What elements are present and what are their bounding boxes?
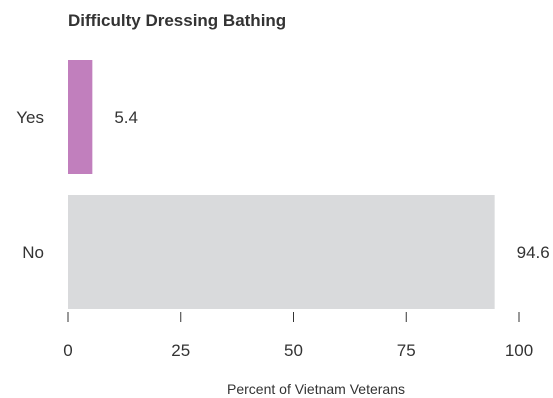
x-axis: 0 25 50 75 100: [63, 312, 533, 360]
bar-no: [68, 195, 495, 309]
x-tick-label: 75: [397, 341, 416, 360]
category-label-no: No: [22, 243, 44, 262]
x-tick-label: 0: [63, 341, 72, 360]
data-label-yes: 5.4: [114, 108, 138, 127]
bar-yes: [68, 60, 93, 174]
category-labels: Yes No: [16, 108, 44, 262]
x-axis-title: Percent of Vietnam Veterans: [227, 381, 405, 397]
category-label-yes: Yes: [16, 108, 44, 127]
data-labels: 5.4 94.6: [114, 108, 549, 262]
x-tick-label: 25: [171, 341, 190, 360]
bars-group: [68, 60, 495, 309]
x-tick-label: 100: [505, 341, 533, 360]
x-tick-label: 50: [284, 341, 303, 360]
chart-title: Difficulty Dressing Bathing: [68, 11, 286, 30]
data-label-no: 94.6: [517, 243, 550, 262]
